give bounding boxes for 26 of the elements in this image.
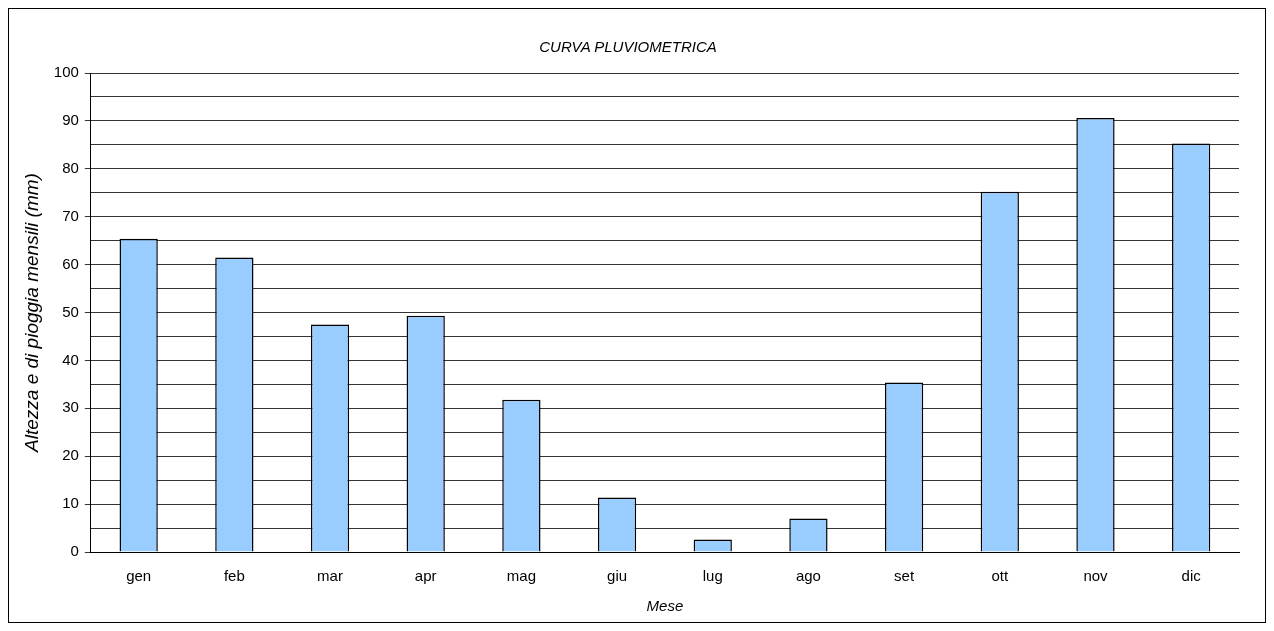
x-axis-title: Mese [646,597,684,615]
x-tick-label: giu [607,567,628,585]
x-tick-label: nov [1083,567,1109,585]
x-tick-label: ott [991,567,1009,585]
y-tick-label: 40 [62,350,79,368]
y-tick-label: 90 [62,111,79,129]
x-tick-label: dic [1181,567,1202,585]
x-tick-label: lug [702,567,723,585]
y-axis-title: Altezza e di pioggia mensili (mm) [20,173,42,453]
x-tick-label: mag [506,567,536,585]
x-tick-label: ago [795,567,821,585]
x-tick-label: feb [223,567,245,585]
y-tick-label: 30 [62,398,79,416]
y-tick-label: 20 [62,446,79,464]
x-tick-label: mar [317,567,343,585]
y-tick-label: 60 [62,254,79,272]
y-tick-label: 0 [70,542,79,560]
y-tick-label: 50 [62,302,79,320]
x-tick-label: apr [414,567,437,585]
y-tick-label: 10 [62,494,79,512]
x-tick-label: gen [126,567,152,585]
y-tick-label: 100 [53,63,79,81]
chart-title: CURVA PLUVIOMETRICA [539,38,717,56]
x-tick-label: set [894,567,915,585]
y-tick-label: 80 [62,158,79,176]
y-tick-label: 70 [62,206,79,224]
